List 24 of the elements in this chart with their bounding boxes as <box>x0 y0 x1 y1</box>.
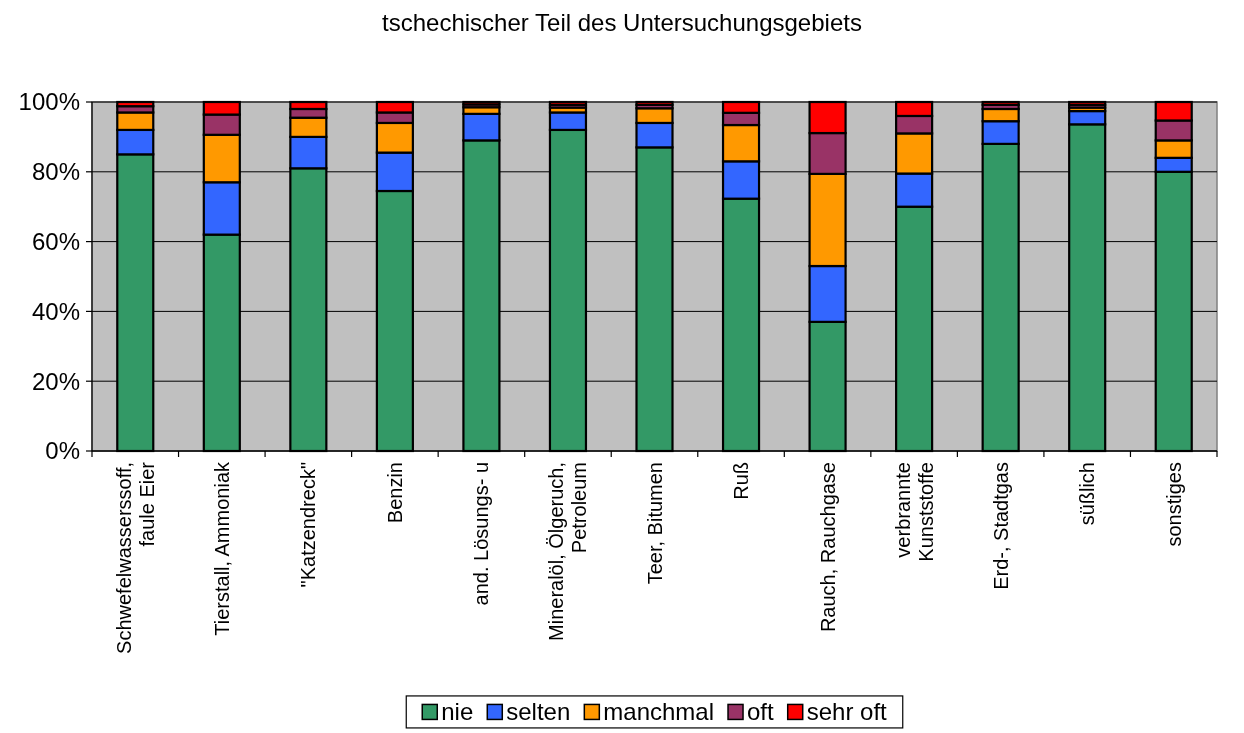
x-tick-label: Schwefelwasserssoff, faule Eier <box>112 461 158 654</box>
x-tick-label: Ruß <box>730 462 753 500</box>
legend-label: nie <box>441 698 474 726</box>
y-tick-label: 40% <box>31 297 80 325</box>
x-tick-label: "Katzendreck" <box>297 462 320 588</box>
x-tick-label: sonstiges <box>1162 462 1185 547</box>
x-tick-label: Erd-, Stadtgas <box>989 462 1012 590</box>
chart-title: tschechischer Teil des Untersuchungsgebiets <box>382 9 862 36</box>
legend-label: selten <box>506 698 571 726</box>
x-tick-label: süßlich <box>1076 462 1099 526</box>
x-tick-label: and. Lösungs- u <box>470 462 493 606</box>
x-tick-label: Benzin <box>383 462 406 524</box>
x-tick-label: Rauch, Rauchgase <box>816 462 839 633</box>
x-tick-label: Teer, Bitumen <box>643 462 666 585</box>
x-tick-label: Tierstall, Ammoniak <box>210 461 233 636</box>
legend-label: oft <box>747 698 775 726</box>
x-tick-label: verbrannte Kunststoffe <box>891 462 937 562</box>
y-tick-label: 0% <box>45 437 80 465</box>
y-tick-label: 100% <box>18 88 80 116</box>
legend-label: manchmal <box>603 698 715 726</box>
legend-label: sehr oft <box>806 698 888 726</box>
y-tick-label: 20% <box>31 367 80 395</box>
y-tick-label: 60% <box>31 228 80 255</box>
y-tick-label: 80% <box>31 158 80 186</box>
